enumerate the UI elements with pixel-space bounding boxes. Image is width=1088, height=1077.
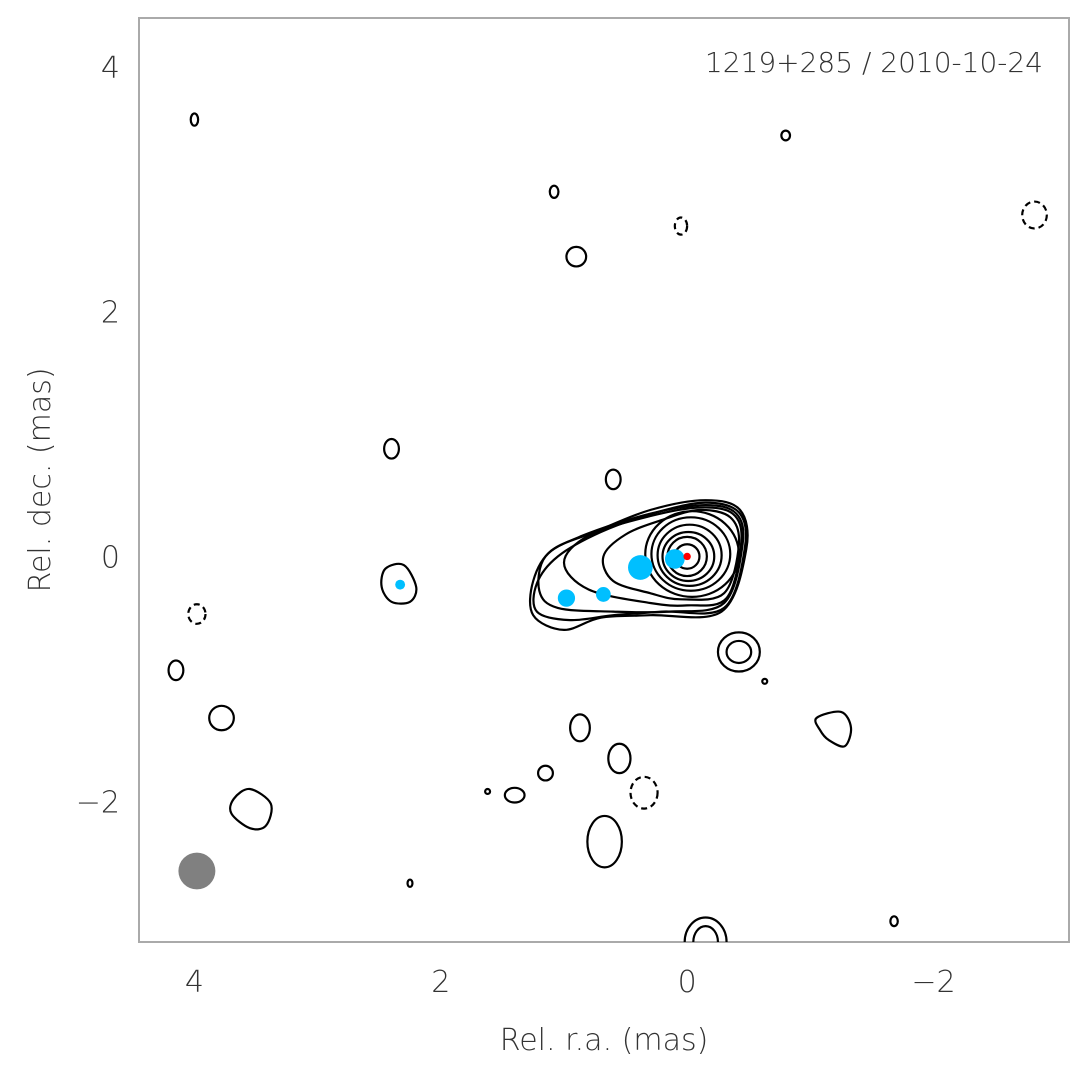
island-contour [604, 468, 622, 491]
island-contour [565, 245, 588, 268]
blob-contour [814, 710, 853, 748]
chart-title: 1219+285 / 2010-10-24 [705, 46, 1043, 79]
x-tick-label: −2 [911, 965, 955, 1000]
model-component [395, 579, 406, 590]
core-component [683, 552, 691, 561]
y-tick-label: 2 [101, 296, 120, 331]
island-contour [548, 184, 560, 200]
core-contour [661, 530, 716, 583]
island-contour [716, 631, 761, 673]
y-tick-label: −2 [76, 785, 120, 820]
y-axis-label: Rel. dec. (mas) [23, 367, 58, 592]
island-contour [383, 437, 401, 460]
island-contour [484, 787, 492, 796]
x-axis-label: Rel. r.a. (mas) [500, 1023, 709, 1058]
jet-contour [562, 506, 743, 607]
core-contour [650, 516, 732, 592]
plot-frame [138, 17, 1070, 943]
island-contour [536, 764, 554, 782]
x-axis: 4 2 0 −2 [185, 965, 956, 1000]
island-contour [780, 129, 792, 142]
negative-contour [187, 603, 207, 625]
island-contour [208, 704, 235, 732]
jet-contour [532, 501, 748, 622]
y-tick-label: 0 [101, 540, 120, 575]
x-tick-label: 4 [185, 965, 204, 1000]
x-tick-label: 2 [431, 965, 450, 1000]
blob-contour [380, 562, 418, 605]
island-contour [725, 639, 753, 665]
island-contour [167, 659, 185, 682]
core-contour [644, 510, 740, 598]
jet-contour [601, 508, 741, 601]
blob-contour [229, 787, 273, 831]
island-contour [889, 915, 899, 928]
island-contour [406, 878, 414, 889]
island-contour [607, 742, 632, 775]
island-contour [692, 924, 720, 942]
y-axis: 4 2 0 −2 [76, 51, 120, 820]
negative-contour [629, 775, 659, 810]
beam-ellipse [178, 852, 216, 890]
x-tick-label: 0 [678, 965, 697, 1000]
model-component [595, 587, 611, 602]
model-component [628, 555, 653, 580]
island-contour [503, 786, 526, 804]
island-contour [761, 677, 769, 685]
island-contour [569, 713, 591, 743]
island-contour [683, 916, 728, 942]
model-component [664, 549, 685, 569]
plot-area [167, 112, 1048, 942]
core-contour [656, 523, 723, 587]
negative-contour [1021, 200, 1048, 230]
island-contour [586, 814, 623, 869]
model-component [557, 589, 576, 607]
jet-contour [528, 499, 749, 632]
y-tick-label: 4 [101, 51, 120, 86]
negative-contour [673, 216, 689, 236]
island-contour [189, 112, 200, 127]
